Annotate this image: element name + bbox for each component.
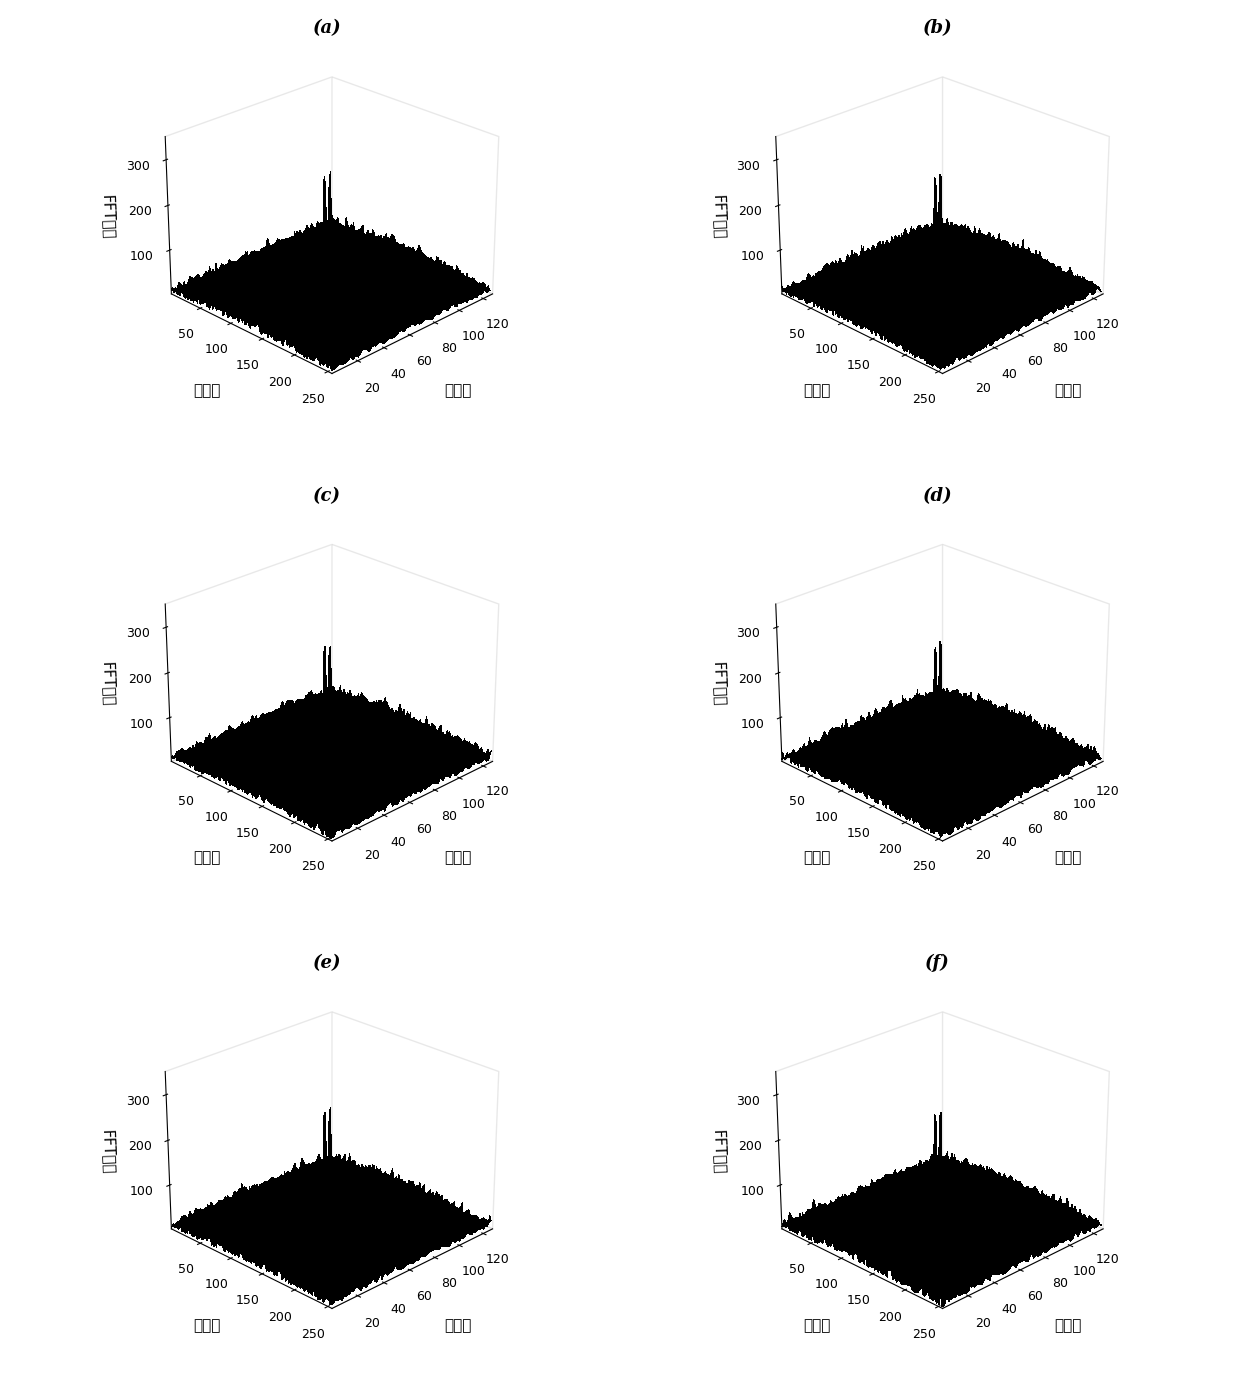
Y-axis label: 距离维: 距离维 [193, 383, 221, 398]
X-axis label: 速度维: 速度维 [444, 1318, 471, 1332]
Title: (b): (b) [923, 19, 952, 38]
X-axis label: 速度维: 速度维 [1054, 1318, 1081, 1332]
Y-axis label: 距离维: 距离维 [193, 1318, 221, 1332]
X-axis label: 速度维: 速度维 [1054, 383, 1081, 398]
X-axis label: 速度维: 速度维 [444, 851, 471, 866]
Y-axis label: 距离维: 距离维 [804, 383, 831, 398]
Y-axis label: 距离维: 距离维 [804, 1318, 831, 1332]
Title: (c): (c) [314, 487, 341, 505]
X-axis label: 速度维: 速度维 [444, 383, 471, 398]
Title: (d): (d) [923, 487, 952, 505]
Y-axis label: 距离维: 距离维 [804, 851, 831, 866]
Y-axis label: 距离维: 距离维 [193, 851, 221, 866]
Title: (f): (f) [925, 954, 950, 973]
X-axis label: 速度维: 速度维 [1054, 851, 1081, 866]
Title: (e): (e) [312, 955, 341, 973]
Title: (a): (a) [312, 19, 341, 38]
